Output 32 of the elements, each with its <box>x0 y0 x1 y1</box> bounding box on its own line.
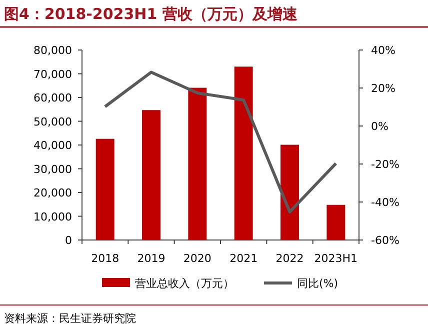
y2-tick-label: 40% <box>371 44 396 57</box>
y-tick-label: 40,000 <box>34 139 72 152</box>
x-tick-label: 2021 <box>230 252 258 265</box>
y-tick-label: 20,000 <box>34 186 72 200</box>
y2-tick-label: -20% <box>371 158 400 171</box>
y2-tick-label: -40% <box>371 196 400 209</box>
bar <box>234 66 253 240</box>
y2-tick-label: 0% <box>371 120 388 133</box>
x-tick-label: 2022 <box>276 252 304 265</box>
y2-tick-label: -60% <box>371 234 400 247</box>
y-tick-label: 50,000 <box>34 115 72 128</box>
legend-label: 同比(%) <box>297 277 338 290</box>
y-tick-label: 60,000 <box>34 92 72 104</box>
y2-tick-label: 20% <box>371 82 396 95</box>
bar <box>142 110 160 240</box>
bar <box>326 204 346 240</box>
y-tick-label: 30,000 <box>34 162 72 176</box>
x-tick-label: 2020 <box>183 252 212 265</box>
y-tick-label: 10,000 <box>34 210 72 224</box>
y-tick-label: 70,000 <box>34 68 72 81</box>
bar <box>188 88 207 240</box>
chart-title: 图4：2018-2023H1 营收（万元）及增速 <box>4 5 298 23</box>
legend-label: 营业总收入（万元） <box>135 277 234 290</box>
x-tick-label: 2018 <box>91 252 120 265</box>
line-series <box>104 70 338 214</box>
x-tick-label: 2019 <box>137 252 166 265</box>
text: 资料来源：民生证券研究院 <box>4 312 136 325</box>
y-tick-label: 0 <box>65 234 72 247</box>
bar <box>96 138 114 240</box>
bar <box>280 144 299 240</box>
y-tick-label: 80,000 <box>34 44 72 57</box>
x-tick-label: 2023H1 <box>314 252 358 265</box>
